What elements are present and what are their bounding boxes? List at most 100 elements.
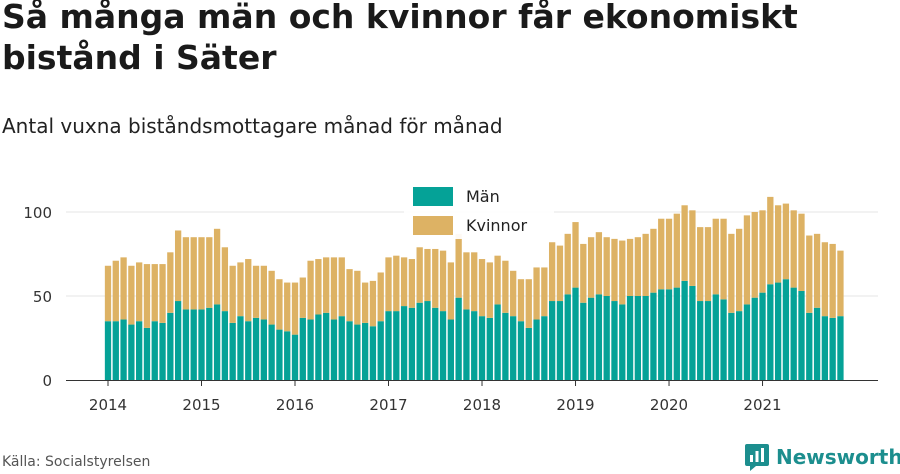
bar-women <box>774 205 782 283</box>
x-tick-label: 2017 <box>369 396 407 414</box>
bar-men <box>151 321 158 380</box>
bar-men <box>159 322 166 380</box>
legend-swatch-men <box>413 187 453 206</box>
bar-women <box>369 280 377 327</box>
bar-men <box>315 314 322 380</box>
bar-men <box>665 289 673 380</box>
bars <box>104 196 844 380</box>
bar-women <box>455 233 462 298</box>
bar-women <box>525 279 532 328</box>
bar-men <box>245 321 252 380</box>
bar-women <box>167 252 174 313</box>
bar-men <box>221 311 229 380</box>
bar-men <box>330 319 338 380</box>
bar-women <box>572 222 579 288</box>
bar-women <box>432 248 439 308</box>
bar-men <box>338 316 345 380</box>
bar-men <box>510 316 517 380</box>
bar-women <box>782 203 790 280</box>
bar-men <box>572 287 579 380</box>
bar-women <box>245 259 252 322</box>
bar-men <box>299 317 306 380</box>
bar-women <box>252 265 260 318</box>
bar-men <box>323 312 330 380</box>
bar-men <box>782 279 790 380</box>
bar-men <box>611 301 618 380</box>
bar-men <box>252 317 260 380</box>
bar-men <box>361 322 369 380</box>
bar-men <box>276 329 283 380</box>
bar-men <box>229 322 236 380</box>
bar-men <box>580 302 587 380</box>
bar-men <box>525 327 532 380</box>
bar-women <box>665 218 673 290</box>
bar-women <box>619 240 626 305</box>
bar-women <box>533 267 540 320</box>
bar-women <box>510 270 517 317</box>
bar-women <box>697 227 704 302</box>
bar-women <box>377 272 384 322</box>
bar-women <box>517 279 525 322</box>
bar-men <box>174 301 182 380</box>
bar-women <box>798 213 805 291</box>
bar-men <box>463 309 470 380</box>
bar-men <box>650 292 657 380</box>
bar-women <box>229 265 236 323</box>
bar-men <box>712 294 719 380</box>
axes: 0 50 100 2014 2015 2016 2017 2018 2019 2020 2021 <box>23 204 878 414</box>
bar-men <box>112 321 119 380</box>
brand-name: Newsworthy <box>776 445 900 469</box>
bar-men <box>471 311 478 380</box>
bar-women <box>206 237 213 308</box>
bar-men <box>541 316 548 380</box>
bar-men <box>697 301 704 380</box>
bar-women <box>354 270 361 325</box>
bar-women <box>213 228 221 305</box>
bar-men <box>829 317 836 380</box>
bar-women <box>837 250 844 317</box>
bar-men <box>806 312 813 380</box>
bar-men <box>595 294 603 380</box>
bar-women <box>626 238 634 296</box>
bar-men <box>167 312 174 380</box>
bar-women <box>790 210 797 288</box>
brand-logo[interactable]: Newsworthy <box>744 441 900 473</box>
bar-women <box>385 257 392 312</box>
bar-men <box>206 307 213 380</box>
bar-women <box>759 210 766 293</box>
bar-women <box>416 247 423 303</box>
bar-men <box>307 319 314 380</box>
bar-women <box>143 264 151 328</box>
bar-men <box>136 321 143 380</box>
newsworthy-logo-icon <box>745 444 769 471</box>
bar-men <box>517 321 525 380</box>
bar-women <box>299 277 306 318</box>
bar-women <box>704 227 712 302</box>
bar-women <box>151 264 158 322</box>
bar-women <box>136 262 143 322</box>
bar-women <box>408 259 416 308</box>
bar-women <box>595 232 603 295</box>
bar-men <box>564 294 571 380</box>
bar-men <box>385 311 392 380</box>
bar-men <box>400 306 408 380</box>
bar-men <box>603 296 610 380</box>
bar-men <box>354 324 361 380</box>
bar-women <box>673 213 680 288</box>
bar-men <box>268 324 275 380</box>
bar-men <box>673 287 680 380</box>
bar-women <box>564 233 571 295</box>
legend-label-men: Män <box>466 187 500 206</box>
bar-women <box>361 282 369 323</box>
bar-women <box>260 265 267 320</box>
bar-men <box>393 311 400 380</box>
bar-women <box>307 260 314 320</box>
legend-swatch-women <box>413 216 453 235</box>
bar-women <box>728 233 735 313</box>
bar-men <box>813 307 821 380</box>
bar-men <box>198 309 205 380</box>
x-tick-label: 2015 <box>182 396 220 414</box>
bar-women <box>681 205 688 281</box>
bar-women <box>128 265 135 325</box>
